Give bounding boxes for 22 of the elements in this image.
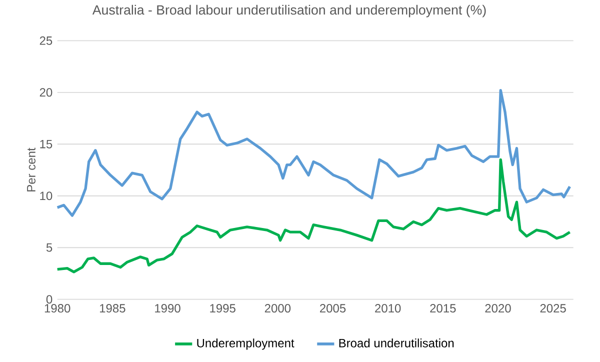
y-axis-title: Per cent xyxy=(27,148,36,192)
x-tick-label: 1990 xyxy=(155,304,180,313)
y-tick-label: 15 xyxy=(40,140,52,148)
y-tick-label: 5 xyxy=(46,243,52,252)
y-tick-label: 20 xyxy=(40,88,52,97)
chart-title: Australia - Broad labour underutilisation and underemployment (%) xyxy=(92,4,486,18)
x-tick-label: 1980 xyxy=(44,304,70,313)
x-tick-label: 2010 xyxy=(375,304,401,313)
y-tick-label: 10 xyxy=(40,192,52,200)
x-tick-label: 1985 xyxy=(100,304,126,313)
x-tick-label: 2005 xyxy=(320,304,346,313)
line-series xyxy=(56,89,572,217)
x-tick-label: 2000 xyxy=(264,304,291,313)
x-tick-label: 2025 xyxy=(540,304,566,313)
y-tick-label: 0 xyxy=(46,295,52,304)
legend-label: Broad underutilisation xyxy=(339,338,454,348)
legend-label: Underemployment xyxy=(197,338,294,350)
line-series xyxy=(56,158,572,274)
x-tick-label: 2015 xyxy=(430,304,456,313)
x-tick-label: 1995 xyxy=(210,304,236,313)
x-tick-label: 2020 xyxy=(485,304,511,313)
y-tick-label: 25 xyxy=(40,36,52,45)
